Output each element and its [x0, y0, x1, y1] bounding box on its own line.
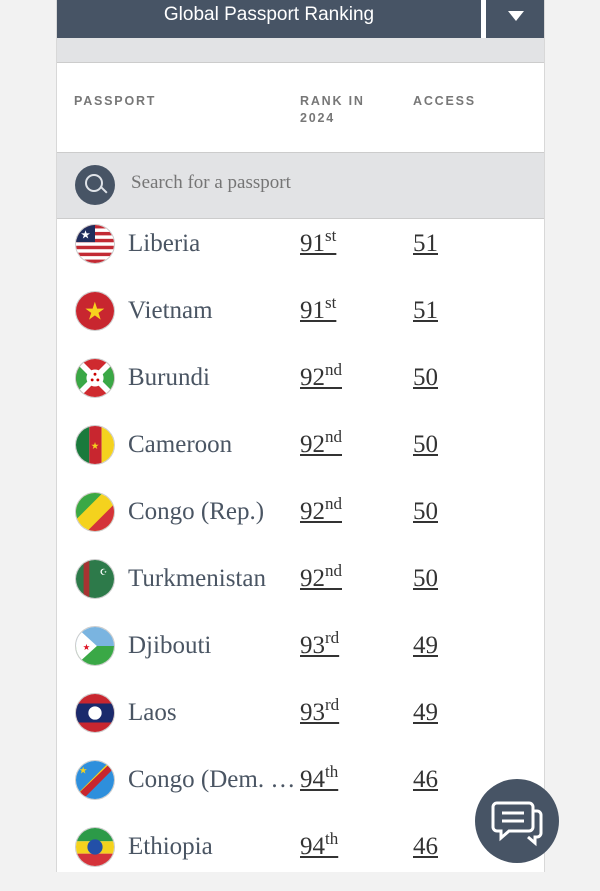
- turkmenistan-flag-icon: ☪: [75, 559, 115, 599]
- rank-suffix: nd: [325, 360, 342, 379]
- rank-suffix: nd: [325, 561, 342, 580]
- country-name[interactable]: Ethiopia: [128, 833, 213, 860]
- rank-suffix: nd: [325, 494, 342, 513]
- rank-suffix: st: [325, 293, 337, 312]
- congo-flag-icon: [75, 492, 115, 532]
- column-access: ACCESS: [413, 94, 476, 108]
- rank-value: 92: [300, 431, 325, 458]
- rank-suffix: rd: [325, 695, 340, 714]
- search-icon[interactable]: [75, 165, 115, 205]
- svg-text:★: ★: [84, 299, 106, 326]
- rank-suffix: rd: [325, 628, 340, 647]
- country-name[interactable]: Djibouti: [128, 632, 212, 659]
- country-name[interactable]: Congo (Rep.): [128, 498, 265, 525]
- column-passport: PASSPORT: [74, 94, 157, 108]
- table-row[interactable]: ★ Congo (Dem. Rep.) 94th 46: [57, 757, 544, 824]
- access-link[interactable]: 49: [413, 699, 438, 726]
- ethiopia-flag-icon: [75, 827, 115, 867]
- rank-link[interactable]: 94th: [300, 830, 338, 861]
- search-input[interactable]: [129, 171, 513, 195]
- country-name[interactable]: Liberia: [128, 230, 201, 257]
- country-name[interactable]: Cameroon: [128, 431, 233, 458]
- rank-link[interactable]: 91st: [300, 294, 336, 325]
- rank-value: 92: [300, 498, 325, 525]
- vietnam-flag-icon: ★: [75, 291, 115, 331]
- laos-flag-icon: [75, 693, 115, 733]
- access-link[interactable]: 46: [413, 833, 438, 860]
- country-name[interactable]: Laos: [128, 699, 177, 726]
- chat-button[interactable]: [475, 779, 559, 863]
- rank-value: 92: [300, 565, 325, 592]
- access-link[interactable]: 46: [413, 766, 438, 793]
- access-link[interactable]: 50: [413, 498, 438, 525]
- rank-value: 94: [300, 766, 325, 793]
- rank-link[interactable]: 92nd: [300, 495, 342, 526]
- liberia-flag-icon: ★: [75, 224, 115, 264]
- rank-link[interactable]: 93rd: [300, 629, 339, 660]
- djibouti-flag-icon: ★: [75, 626, 115, 666]
- table-row[interactable]: Congo (Rep.) 92nd 50: [57, 489, 544, 556]
- dropdown-toggle-button[interactable]: [486, 0, 544, 38]
- column-headers: PASSPORT RANK IN 2024 ACCESS: [57, 63, 544, 153]
- svg-text:★: ★: [80, 229, 90, 241]
- svg-text:★: ★: [79, 765, 88, 776]
- search-bar: [57, 153, 544, 219]
- chat-icon: [491, 801, 543, 847]
- country-name[interactable]: Congo (Dem. Rep.): [128, 766, 300, 793]
- rank-value: 93: [300, 699, 325, 726]
- rank-link[interactable]: 93rd: [300, 696, 339, 727]
- rank-suffix: st: [325, 226, 337, 245]
- table-row[interactable]: ☪ Turkmenistan 92nd 50: [57, 556, 544, 623]
- access-link[interactable]: 51: [413, 297, 438, 324]
- country-name[interactable]: Turkmenistan: [128, 565, 266, 592]
- svg-text:★: ★: [83, 642, 91, 652]
- country-name[interactable]: Vietnam: [128, 297, 213, 324]
- table-row[interactable]: Burundi 92nd 50: [57, 355, 544, 422]
- page-title[interactable]: Global Passport Ranking: [57, 0, 481, 38]
- burundi-flag-icon: [75, 358, 115, 398]
- ranking-card: Global Passport Ranking PASSPORT RANK IN…: [56, 0, 545, 872]
- rank-suffix: th: [325, 762, 339, 781]
- rank-value: 91: [300, 297, 325, 324]
- cameroon-flag-icon: ★: [75, 425, 115, 465]
- table-row[interactable]: Laos 93rd 49: [57, 690, 544, 757]
- access-link[interactable]: 49: [413, 632, 438, 659]
- rank-link[interactable]: 94th: [300, 763, 338, 794]
- rank-link[interactable]: 92nd: [300, 562, 342, 593]
- table-row[interactable]: ★ Liberia 91st 51: [57, 221, 544, 288]
- rank-link[interactable]: 92nd: [300, 361, 342, 392]
- rank-link[interactable]: 91st: [300, 227, 336, 258]
- column-rank: RANK IN 2024: [300, 94, 365, 125]
- rank-suffix: nd: [325, 427, 342, 446]
- rank-value: 91: [300, 230, 325, 257]
- table-row[interactable]: Ethiopia 94th 46: [57, 824, 544, 891]
- access-link[interactable]: 50: [413, 565, 438, 592]
- access-link[interactable]: 50: [413, 431, 438, 458]
- table-row[interactable]: ★ Cameroon 92nd 50: [57, 422, 544, 489]
- svg-text:☪: ☪: [100, 567, 108, 577]
- country-name[interactable]: Burundi: [128, 364, 210, 391]
- rank-suffix: th: [325, 829, 339, 848]
- rank-value: 92: [300, 364, 325, 391]
- rank-value: 94: [300, 833, 325, 860]
- table-row[interactable]: ★ Vietnam 91st 51: [57, 288, 544, 355]
- rank-link[interactable]: 92nd: [300, 428, 342, 459]
- access-link[interactable]: 51: [413, 230, 438, 257]
- rank-value: 93: [300, 632, 325, 659]
- table-row[interactable]: ★ Djibouti 93rd 49: [57, 623, 544, 690]
- divider-strip: [57, 38, 544, 63]
- drc-flag-icon: ★: [75, 760, 115, 800]
- svg-text:★: ★: [91, 441, 100, 452]
- access-link[interactable]: 50: [413, 364, 438, 391]
